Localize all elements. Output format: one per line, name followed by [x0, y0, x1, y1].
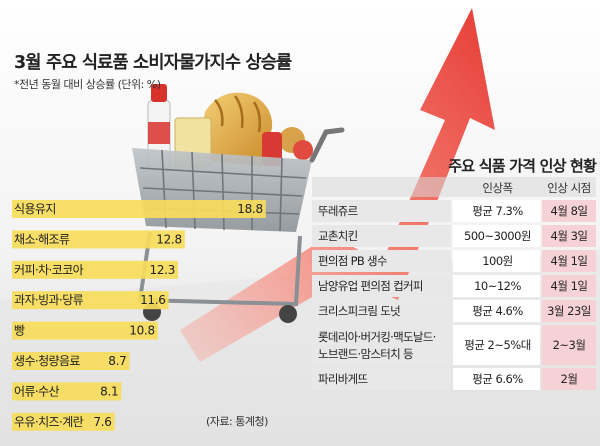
row-name: 남양유업 편의점 컵커피: [318, 279, 423, 293]
bar-category-label: 우유·치즈·계란: [14, 415, 84, 429]
table-row: 교촌치킨 500~3000원 4월 3일: [312, 225, 596, 247]
row-name: 뚜레쥬르: [318, 204, 358, 218]
row-name: 교촌치킨: [318, 229, 358, 243]
table-header-band: [312, 177, 596, 197]
source-note: (자료: 통계청): [206, 415, 268, 428]
row-increase: 평균 7.3%: [472, 204, 523, 218]
chart-subtitle: *전년 동월 대비 상승률 (단위: %): [14, 78, 161, 91]
bar-category-label: 식용유지: [14, 202, 56, 216]
bread-icon: [196, 92, 273, 166]
bar-value-label: 10.8: [129, 324, 155, 338]
bar-category-label: 과자·빙과·당류: [14, 293, 84, 307]
bar-category-label: 채소·해조류: [14, 232, 70, 246]
shopping-cart-icon: [132, 84, 345, 323]
bar: [12, 230, 185, 249]
bar-value-label: 8.1: [100, 384, 118, 398]
bar: [12, 321, 158, 340]
bar-value-label: 7.6: [93, 415, 111, 429]
row-increase-cell: [453, 225, 540, 247]
row-name: 편의점 PB 생수: [318, 254, 387, 268]
header-date: 인상 시점: [547, 181, 590, 195]
row-name-cell: [312, 275, 451, 297]
row-date: 4월 1일: [551, 254, 588, 268]
bar-value-label: 8.7: [108, 354, 126, 368]
row-date-cell: [542, 200, 596, 222]
chart-title: 3월 주요 식료품 소비자물가지수 상승률: [14, 53, 292, 73]
row-increase-cell: [453, 300, 540, 322]
row-date: 3월 23일: [547, 304, 591, 318]
row-name-cell: [312, 368, 451, 390]
bar: [12, 260, 179, 279]
row-increase-cell: [453, 325, 540, 365]
bar-chart: 식용유지 18.8 채소·해조류 12.8 커피·차·코코아 12.3 과자·빙과·당류 11…: [12, 200, 266, 431]
bar-value-label: 11.6: [140, 293, 166, 307]
table-row: 파리바게뜨 평균 6.6% 2월: [312, 368, 596, 390]
row-name: 파리바게뜨: [318, 372, 368, 386]
bar-category-label: 커피·차·코코아: [14, 263, 84, 277]
bar-value-label: 18.8: [237, 202, 263, 216]
row-increase-cell: [453, 250, 540, 272]
bar: [12, 200, 266, 218]
row-name-cell: [312, 250, 451, 272]
row-date: 2~3월: [553, 338, 586, 352]
row-increase: 평균 6.6%: [472, 372, 523, 386]
table-row: 크리스피크림 도넛 평균 4.6% 3월 23일: [312, 300, 596, 322]
row-name: 크리스피크림 도넛: [318, 304, 400, 318]
bar-category-label: 생수·청량음료: [14, 354, 80, 368]
row-name-cell: [312, 300, 451, 322]
row-increase: 평균 2~5%대: [464, 338, 531, 352]
bar: [12, 412, 115, 431]
row-name-cell: [312, 225, 451, 247]
table-row: 남양유업 편의점 컵커피 10~12% 4월 1일: [312, 275, 596, 297]
header-increase: 인상폭: [482, 181, 512, 195]
row-increase-cell: [453, 368, 540, 390]
row-date-cell: [542, 300, 596, 322]
row-increase: 500~3000원: [464, 229, 531, 243]
row-date: 4월 8일: [551, 204, 588, 218]
row-date-cell: [542, 225, 596, 247]
row-date: 2월: [561, 372, 578, 386]
bar-category-label: 어류·수산: [14, 384, 60, 398]
table-row: 편의점 PB 생수 100원 4월 1일: [312, 250, 596, 272]
row-name-cell: [312, 200, 451, 222]
table-row: 뚜레쥬르 평균 7.3% 4월 8일: [312, 200, 596, 222]
row-date-cell: [542, 275, 596, 297]
bar: [12, 352, 130, 370]
row-increase: 10~12%: [474, 279, 521, 293]
row-increase: 평균 4.6%: [472, 304, 523, 318]
row-increase-cell: [453, 200, 540, 222]
row-date-cell: [542, 325, 596, 365]
row-date: 4월 3일: [551, 229, 588, 243]
row-date: 4월 1일: [551, 279, 588, 293]
bar: [12, 382, 122, 401]
row-date-cell: [542, 250, 596, 272]
row-name-cell: [312, 325, 451, 365]
row-increase-cell: [453, 275, 540, 297]
row-increase: 100원: [482, 254, 513, 268]
row-date-cell: [542, 368, 596, 390]
table-title: 주요 식품 가격 인상 현황: [448, 157, 597, 175]
table-row: 롯데리아·버거킹·맥도날드· 노브랜드·맘스터치 등 평균 2~5%대 2~3월: [312, 325, 596, 365]
bar-category-label: 빵: [14, 324, 25, 338]
row-name: 노브랜드·맘스터치 등: [318, 347, 413, 361]
bar: [12, 291, 169, 310]
row-name: 롯데리아·버거킹·맥도날드·: [318, 330, 436, 344]
bar-value-label: 12.3: [150, 263, 176, 277]
bar-value-label: 12.8: [156, 232, 182, 246]
